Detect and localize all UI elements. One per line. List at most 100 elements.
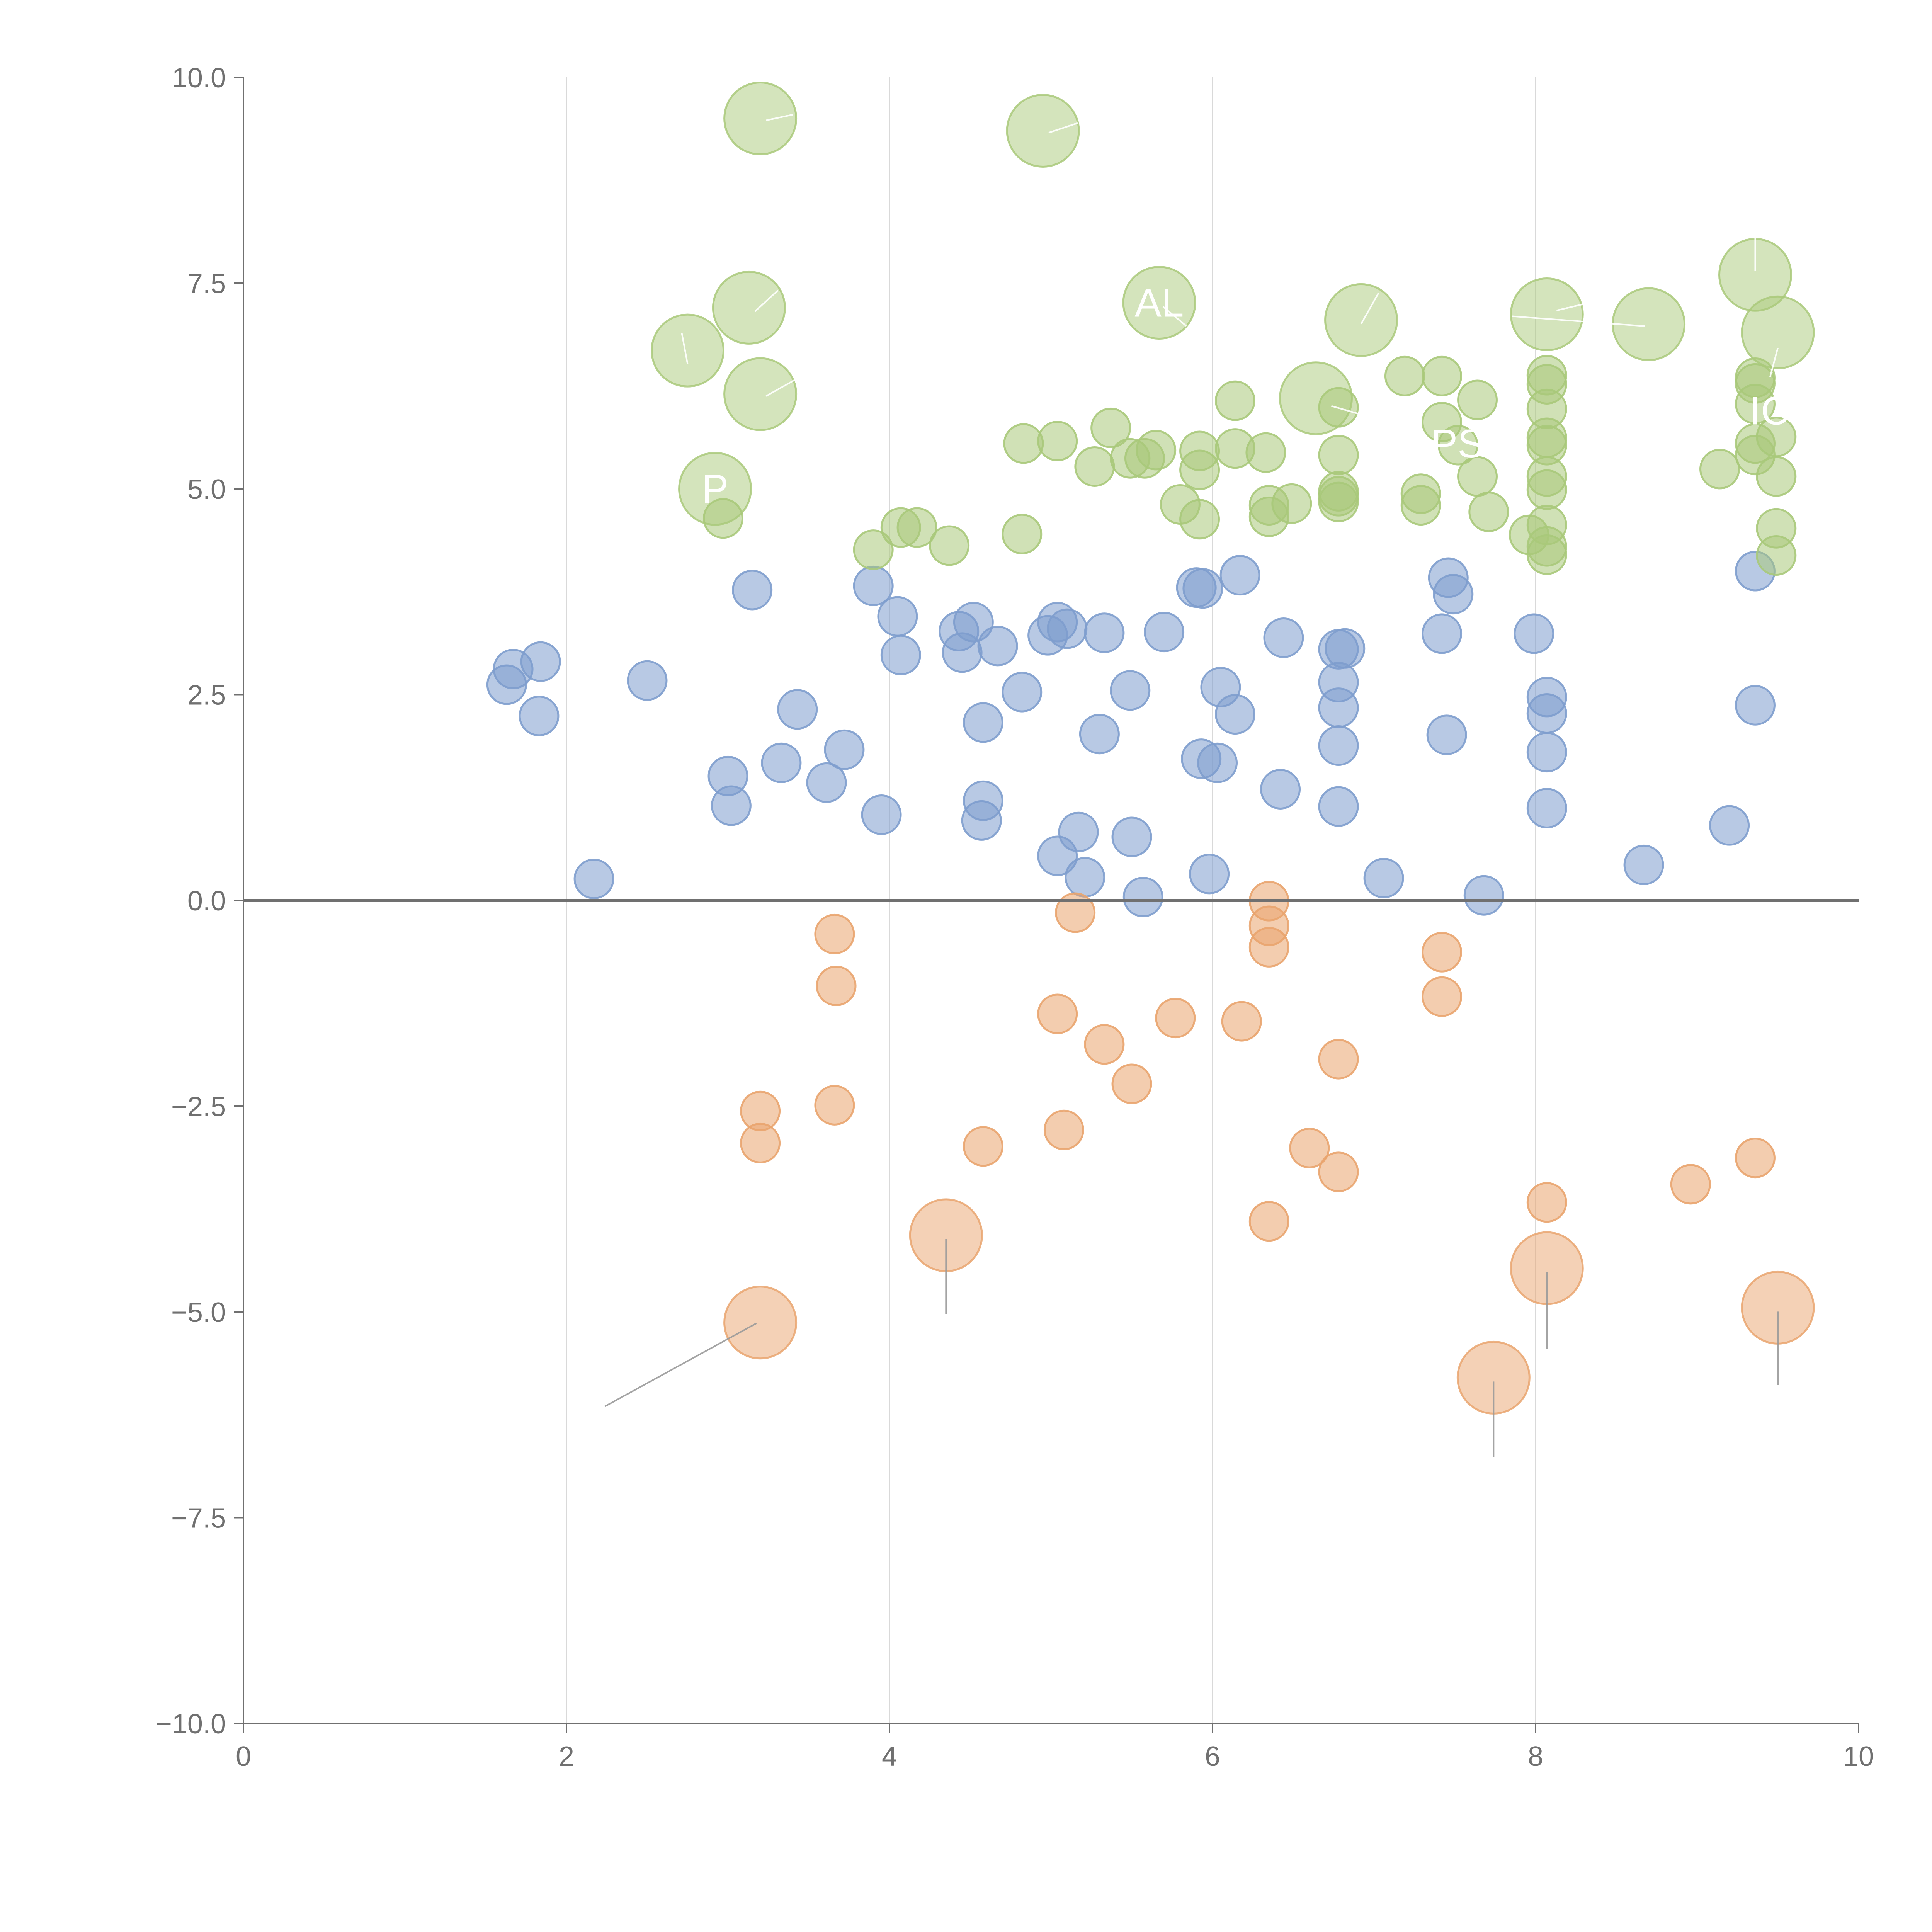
data-point-green (1004, 424, 1043, 463)
data-point-green (1385, 357, 1424, 395)
data-point-green (1469, 493, 1508, 531)
data-point-blue (964, 781, 1002, 820)
data-point-blue (712, 786, 750, 825)
data-point-blue (1145, 613, 1184, 651)
data-point-blue (1059, 813, 1098, 851)
data-point-green (1423, 357, 1461, 395)
data-point-green (1075, 447, 1114, 486)
data-point-blue (733, 571, 772, 609)
data-point-blue (520, 697, 558, 735)
data-point-blue (1080, 715, 1119, 753)
data-point-blue (1085, 614, 1124, 652)
data-point-green (1401, 486, 1440, 525)
data-point-blue (521, 642, 560, 681)
data-point-blue (1427, 716, 1466, 754)
y-tick-label: 7.5 (187, 269, 226, 299)
data-point-green (1527, 535, 1566, 574)
data-point-blue (1066, 858, 1104, 896)
data-point-blue (1624, 845, 1663, 884)
data-point-green (1757, 457, 1796, 496)
data-point-blue (878, 597, 917, 636)
data-point-blue (1527, 733, 1566, 772)
y-tick-label: 2.5 (187, 680, 226, 711)
data-point-blue (1464, 876, 1503, 915)
highlighted-point-green (1742, 296, 1814, 368)
data-point-orange (1423, 933, 1461, 971)
data-point-blue (1216, 695, 1255, 734)
data-point-orange (1085, 1025, 1124, 1064)
data-point-orange (1527, 1183, 1566, 1222)
data-point-blue (1527, 789, 1566, 827)
data-point-blue (1423, 614, 1461, 653)
data-point-blue (1048, 609, 1087, 648)
data-point-green (1180, 451, 1219, 489)
data-point-orange (741, 1124, 780, 1162)
data-point-orange (1319, 1040, 1358, 1078)
highlighted-point-green (713, 272, 785, 344)
data-point-green (1216, 381, 1255, 420)
data-point-blue (1527, 694, 1566, 733)
data-point-blue (762, 743, 801, 782)
data-point-green (1757, 536, 1796, 575)
data-point-blue (1434, 575, 1473, 614)
scatter-chart: 0 2 4 6 8 1010.07.55.02.50.0−2.5−5.0−7.5−10.0… (0, 0, 1932, 1932)
data-point-blue (825, 730, 864, 769)
highlight-label: P (702, 467, 728, 512)
data-point-orange (1038, 995, 1077, 1033)
highlighted-point-green (1511, 278, 1583, 350)
y-tick-label: 0.0 (187, 886, 226, 917)
data-point-blue (778, 690, 817, 729)
data-point-blue (1112, 818, 1151, 856)
data-point-blue (1190, 855, 1229, 893)
data-point-blue (1221, 556, 1259, 595)
x-tick-label: 6 (1205, 1741, 1220, 1772)
data-point-orange (1044, 1111, 1083, 1149)
data-point-orange (1156, 999, 1195, 1037)
highlighted-point-green (724, 83, 796, 155)
data-point-orange (815, 915, 854, 953)
data-point-green (1701, 450, 1739, 488)
data-point-blue (1264, 619, 1303, 657)
y-tick-label: −2.5 (171, 1092, 226, 1122)
data-point-orange (1250, 1202, 1288, 1241)
data-point-green (1272, 484, 1311, 523)
x-tick-label: 4 (882, 1741, 897, 1772)
highlighted-point-orange (724, 1287, 796, 1359)
x-tick-label: 10 (1843, 1741, 1874, 1772)
data-point-blue (862, 795, 901, 834)
data-point-blue (1198, 743, 1237, 782)
data-point-blue (1364, 859, 1403, 897)
highlight-label: AL (1134, 281, 1184, 326)
data-point-blue (1124, 878, 1162, 916)
x-tick-label: 0 (236, 1741, 251, 1772)
highlighted-point-green (1007, 95, 1079, 167)
data-point-blue (1319, 689, 1358, 727)
data-point-blue (1736, 686, 1774, 724)
data-point-blue (978, 627, 1017, 665)
data-point-green (1527, 470, 1566, 509)
x-tick-label: 2 (559, 1741, 574, 1772)
data-point-blue (964, 703, 1002, 742)
data-point-green (1038, 422, 1077, 460)
data-point-blue (575, 860, 613, 898)
data-point-orange (1112, 1065, 1151, 1103)
highlighted-point-green (1280, 362, 1352, 434)
y-tick-label: −5.0 (171, 1297, 226, 1328)
data-point-blue (628, 661, 667, 700)
data-point-green (1458, 381, 1497, 419)
data-point-orange (1222, 1002, 1261, 1041)
highlighted-point-green (1325, 284, 1397, 356)
x-tick-label: 8 (1528, 1741, 1543, 1772)
annotation-label: PSP (1431, 422, 1511, 466)
data-point-green (1180, 500, 1219, 539)
data-point-green (1319, 483, 1358, 521)
data-point-orange (1671, 1165, 1710, 1204)
highlighted-point-green (652, 315, 724, 386)
data-point-orange (1319, 1153, 1358, 1191)
data-point-orange (1423, 977, 1461, 1016)
y-tick-label: 10.0 (172, 63, 226, 94)
data-point-blue (881, 636, 920, 674)
data-point-orange (1250, 928, 1288, 966)
data-point-orange (815, 1086, 854, 1124)
leader-line (605, 1323, 757, 1406)
